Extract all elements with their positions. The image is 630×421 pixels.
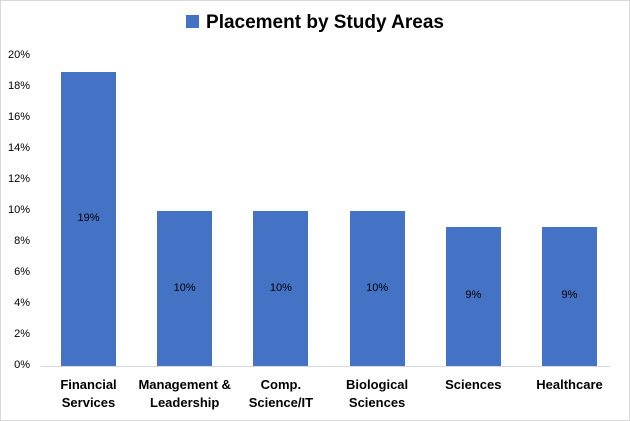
x-category-label-line: Management &	[138, 377, 231, 392]
bar	[157, 211, 213, 366]
bar-value-label: 19%	[77, 211, 100, 224]
x-category-label-line: Leadership	[150, 395, 220, 410]
x-category-label-line: Services	[61, 395, 116, 410]
x-category-label-line: Biological	[346, 377, 409, 392]
x-category-label: Comp. Science/IT	[226, 376, 336, 412]
bar-value-label: 10%	[366, 281, 389, 294]
bar	[253, 211, 309, 366]
x-category-label: Biological Sciences	[322, 376, 432, 412]
bar	[349, 211, 405, 366]
bar	[445, 226, 501, 366]
y-tick-label: 0%	[14, 359, 30, 371]
y-tick-label: 20%	[7, 49, 30, 61]
bar	[61, 71, 116, 366]
x-category-label: Healthcare	[515, 376, 625, 394]
x-axis-line	[41, 366, 611, 367]
x-category-label-line: Sciences	[445, 377, 502, 392]
x-category-label-line: Sciences	[348, 395, 406, 410]
y-tick-label: 6%	[14, 266, 30, 278]
x-category-label-line: Comp.	[260, 377, 302, 392]
bar-value-label: 10%	[173, 281, 196, 294]
y-tick-label: 10%	[7, 204, 30, 216]
y-tick-label: 18%	[7, 80, 30, 92]
legend-swatch-icon	[186, 15, 200, 28]
y-tick-label: 2%	[14, 328, 30, 340]
y-tick-label: 14%	[7, 142, 30, 154]
bar-value-label: 10%	[269, 281, 292, 294]
bar-value-label: 9%	[465, 289, 482, 302]
bar-value-label: 9%	[561, 289, 578, 302]
y-tick-label: 16%	[7, 111, 30, 123]
x-category-label: Financial Services	[34, 376, 144, 412]
y-tick-label: 8%	[14, 235, 30, 247]
x-category-label-line: Healthcare	[536, 377, 603, 392]
x-category-label: Sciences	[418, 376, 528, 394]
bar	[542, 226, 597, 366]
y-tick-label: 4%	[14, 297, 30, 309]
chart-legend: Placement by Study Areas	[0, 12, 630, 34]
x-category-label-line: Science/IT	[248, 395, 314, 410]
x-category-label-line: Financial	[60, 377, 117, 392]
y-tick-label: 12%	[7, 173, 30, 185]
chart-title: Placement by Study Areas	[206, 12, 444, 33]
x-category-label: Management & Leadership	[130, 376, 240, 412]
